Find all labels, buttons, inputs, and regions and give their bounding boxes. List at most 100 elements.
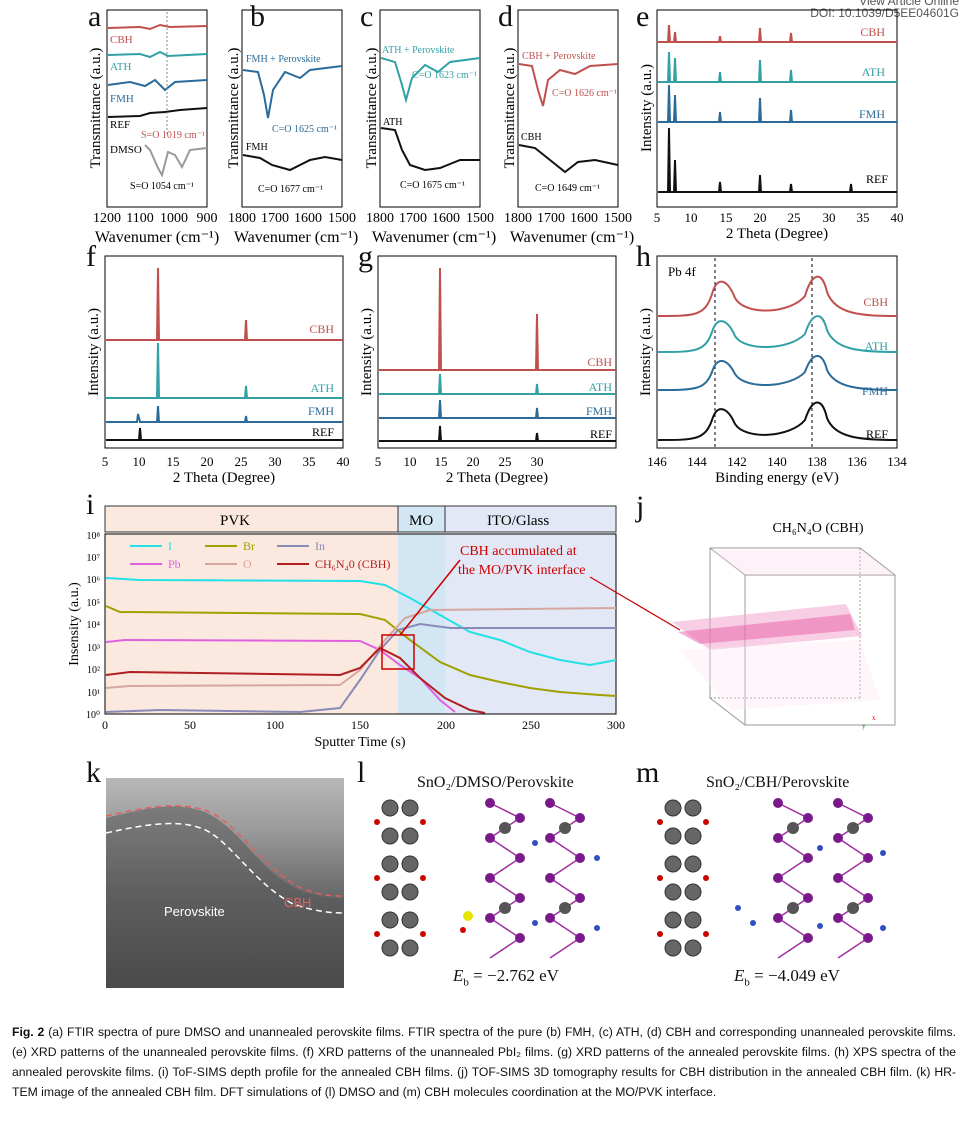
svg-text:Transmittance (a.u.): Transmittance (a.u.) bbox=[502, 48, 518, 169]
panel-m-dft: SnO₂/CBH/Perovskite Eb = −4.049 eV bbox=[648, 770, 918, 995]
svg-text:REF: REF bbox=[866, 172, 888, 186]
svg-text:FMH: FMH bbox=[246, 142, 268, 153]
panel-m-eb: Eb = −4.049 eV bbox=[734, 966, 840, 989]
svg-text:REF: REF bbox=[590, 427, 612, 441]
svg-text:ATH: ATH bbox=[865, 339, 889, 353]
svg-text:30: 30 bbox=[269, 454, 282, 469]
svg-text:REF: REF bbox=[866, 427, 888, 441]
svg-text:In: In bbox=[315, 539, 325, 553]
svg-text:ATH: ATH bbox=[862, 65, 886, 79]
svg-text:1100: 1100 bbox=[126, 211, 153, 226]
svg-text:10⁶: 10⁶ bbox=[87, 575, 101, 586]
panel-k-letter: k bbox=[86, 756, 101, 789]
svg-text:5: 5 bbox=[654, 210, 661, 225]
svg-text:10⁵: 10⁵ bbox=[87, 598, 101, 609]
panel-m-letter: m bbox=[636, 756, 660, 789]
svg-text:50: 50 bbox=[184, 718, 196, 732]
svg-text:Intensity (a.u.): Intensity (a.u.) bbox=[638, 308, 654, 396]
svg-text:ITO/Glass: ITO/Glass bbox=[487, 513, 549, 529]
svg-text:CBH accumulated at: CBH accumulated at bbox=[460, 544, 577, 559]
svg-text:2 Theta (Degree): 2 Theta (Degree) bbox=[726, 226, 828, 242]
svg-text:CBH: CBH bbox=[860, 25, 885, 39]
svg-text:10¹: 10¹ bbox=[87, 688, 100, 699]
svg-text:1800: 1800 bbox=[504, 211, 532, 226]
svg-text:MO: MO bbox=[409, 513, 433, 529]
svg-text:150: 150 bbox=[351, 718, 369, 732]
svg-text:136: 136 bbox=[847, 454, 867, 469]
svg-text:5: 5 bbox=[375, 454, 382, 469]
svg-text:20: 20 bbox=[467, 454, 480, 469]
svg-text:30: 30 bbox=[531, 454, 544, 469]
svg-text:CBH: CBH bbox=[110, 34, 133, 46]
svg-text:100: 100 bbox=[266, 718, 284, 732]
svg-text:1000: 1000 bbox=[160, 211, 188, 226]
svg-text:y: y bbox=[862, 722, 866, 730]
svg-text:C=O 1677 cm⁻¹: C=O 1677 cm⁻¹ bbox=[258, 184, 323, 195]
svg-text:1600: 1600 bbox=[432, 211, 460, 226]
view-article-online-link[interactable]: View Article Online bbox=[859, 0, 959, 8]
svg-text:10⁰: 10⁰ bbox=[86, 710, 100, 721]
panel-j-tomography: CH₆N₄O (CBH) x y bbox=[650, 520, 910, 740]
svg-text:1500: 1500 bbox=[466, 211, 494, 226]
svg-text:1700: 1700 bbox=[261, 211, 289, 226]
row1-charts: Transmittance (a.u.) 1200 1100 1000 900 … bbox=[88, 9, 904, 246]
svg-text:1500: 1500 bbox=[604, 211, 632, 226]
svg-text:Pb 4f: Pb 4f bbox=[668, 264, 696, 279]
svg-text:ATH: ATH bbox=[589, 380, 613, 394]
svg-text:ATH: ATH bbox=[383, 117, 402, 128]
svg-text:1600: 1600 bbox=[294, 211, 322, 226]
svg-text:C=O 1649 cm⁻¹: C=O 1649 cm⁻¹ bbox=[535, 183, 600, 194]
svg-text:10: 10 bbox=[685, 210, 698, 225]
svg-text:Intensity (a.u.): Intensity (a.u.) bbox=[86, 308, 102, 396]
svg-text:10⁸: 10⁸ bbox=[87, 531, 101, 542]
svg-text:35: 35 bbox=[303, 454, 316, 469]
panel-k-cbh-label: CBH bbox=[284, 895, 312, 910]
figure-caption-text: (a) FTIR spectra of pure DMSO and unanne… bbox=[12, 1025, 956, 1099]
panel-k-tem-image: Perovskite CBH bbox=[106, 778, 344, 988]
svg-text:S=O 1019 cm⁻¹: S=O 1019 cm⁻¹ bbox=[141, 130, 205, 141]
svg-text:1700: 1700 bbox=[537, 211, 565, 226]
panel-j-letter: j bbox=[636, 490, 645, 523]
panel-d-chart: Transmittance (a.u.) 1800 1700 1600 1500… bbox=[502, 9, 634, 246]
svg-text:CBH: CBH bbox=[863, 295, 888, 309]
svg-text:30: 30 bbox=[823, 210, 836, 225]
svg-text:5: 5 bbox=[102, 454, 109, 469]
panel-l-dft: SnO₂/DMSO/Perovskite Eb = −2.762 eV bbox=[365, 770, 635, 995]
svg-text:ATH: ATH bbox=[311, 381, 335, 395]
svg-text:140: 140 bbox=[767, 454, 787, 469]
svg-text:CBH: CBH bbox=[309, 322, 334, 336]
svg-text:900: 900 bbox=[197, 211, 218, 226]
svg-text:146: 146 bbox=[647, 454, 667, 469]
svg-text:Wavenumer (cm⁻¹): Wavenumer (cm⁻¹) bbox=[372, 229, 496, 246]
svg-text:O: O bbox=[243, 557, 252, 571]
svg-text:ATH + Perovskite: ATH + Perovskite bbox=[382, 45, 455, 56]
panel-a-chart: Transmittance (a.u.) 1200 1100 1000 900 … bbox=[88, 9, 219, 246]
svg-text:1800: 1800 bbox=[366, 211, 394, 226]
svg-text:C=O 1623 cm⁻¹: C=O 1623 cm⁻¹ bbox=[412, 70, 477, 81]
svg-text:C=O 1625 cm⁻¹: C=O 1625 cm⁻¹ bbox=[272, 124, 337, 135]
svg-text:1500: 1500 bbox=[328, 211, 356, 226]
svg-text:0: 0 bbox=[102, 718, 108, 732]
panel-l-eb: Eb = −2.762 eV bbox=[453, 966, 559, 989]
svg-text:Wavenumer (cm⁻¹): Wavenumer (cm⁻¹) bbox=[234, 229, 358, 246]
svg-text:C=O 1626 cm⁻¹: C=O 1626 cm⁻¹ bbox=[552, 88, 617, 99]
svg-text:10⁷: 10⁷ bbox=[87, 553, 101, 564]
svg-text:Intensity (a.u.): Intensity (a.u.) bbox=[639, 64, 655, 152]
panel-h-letter: h bbox=[636, 240, 651, 273]
panel-h-chart: Intensity (a.u.) 146 144 142 140 138 136… bbox=[638, 255, 907, 486]
svg-text:10: 10 bbox=[133, 454, 146, 469]
svg-text:FMH: FMH bbox=[308, 404, 334, 418]
svg-text:ATH: ATH bbox=[110, 61, 131, 73]
panel-g-letter: g bbox=[358, 240, 373, 273]
panel-c-chart: Transmittance (a.u.) 1800 1700 1600 1500… bbox=[364, 9, 496, 246]
svg-text:10²: 10² bbox=[87, 665, 100, 676]
svg-text:PVK: PVK bbox=[220, 513, 250, 529]
panel-e-chart: Intensity (a.u.) 5 10 15 20 25 30 35 40 … bbox=[639, 9, 904, 242]
svg-text:25: 25 bbox=[499, 454, 512, 469]
svg-text:Wavenumer (cm⁻¹): Wavenumer (cm⁻¹) bbox=[510, 229, 634, 246]
panel-g-chart: Intensity (a.u.) 5 10 15 20 25 30 2 Thet… bbox=[359, 255, 617, 486]
panel-b-chart: Transmittance (a.u.) 1800 1700 1600 1500… bbox=[226, 9, 358, 246]
svg-text:FMH + Perovskite: FMH + Perovskite bbox=[246, 54, 321, 65]
panel-f-letter: f bbox=[86, 240, 96, 273]
svg-text:I: I bbox=[168, 539, 172, 553]
